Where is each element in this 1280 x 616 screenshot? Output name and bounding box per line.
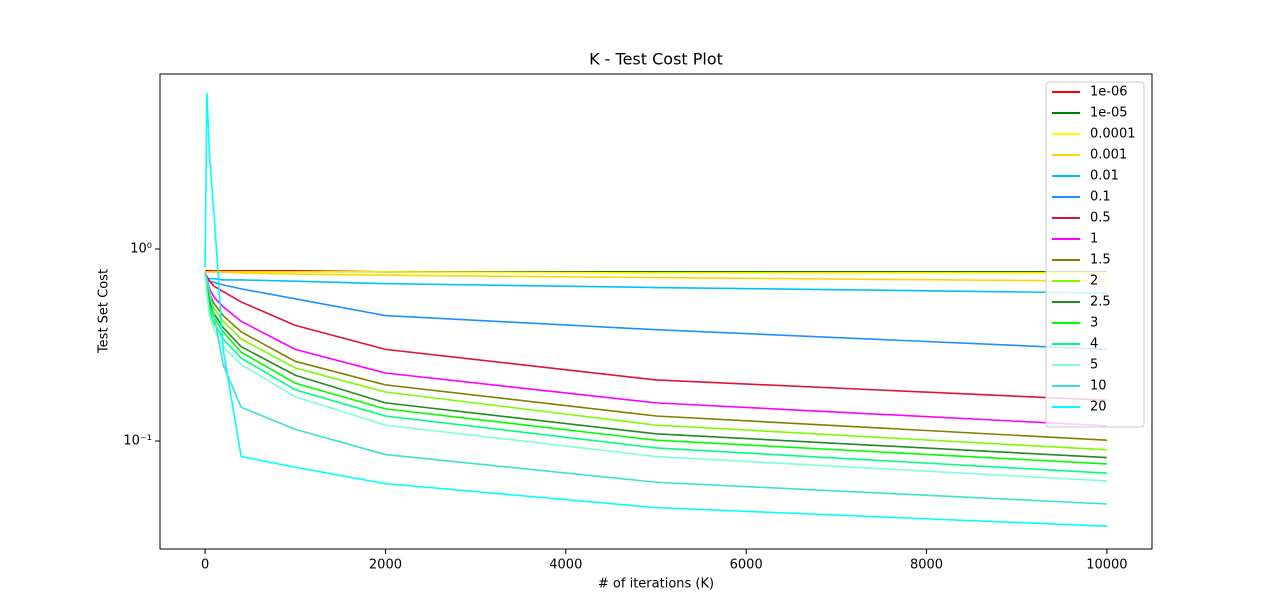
legend-label: 0.01 [1090, 169, 1119, 184]
legend-box [1045, 81, 1145, 428]
series-line [205, 271, 1107, 282]
legend-label: 10 [1090, 379, 1107, 394]
legend-label: 0.1 [1090, 190, 1111, 205]
series-line [204, 92, 1107, 528]
plot-area: 0 2000 4000 6000 8000 10000 10⁻¹ 10⁰ [123, 92, 1128, 573]
x-tick-label: 4000 [549, 558, 582, 573]
axes-frame [159, 73, 1153, 550]
series-line [204, 272, 1107, 441]
series-line [204, 272, 1107, 505]
legend-label: 0.5 [1090, 211, 1111, 226]
legend-label: 1 [1090, 232, 1098, 247]
chart-title: K - Test Cost Plot [589, 50, 723, 69]
legend-label: 20 [1090, 400, 1107, 415]
x-tick-label: 8000 [910, 558, 943, 573]
legend-label: 2 [1090, 274, 1098, 289]
legend-label: 1e-05 [1090, 106, 1128, 121]
legend-label: 5 [1090, 358, 1098, 373]
series-line [204, 272, 1107, 459]
y-tick-label: 10⁻¹ [123, 434, 152, 449]
x-tick-label: 10000 [1086, 558, 1127, 573]
legend-label: 0.001 [1090, 148, 1127, 163]
legend-label: 0.0001 [1090, 127, 1136, 142]
y-tick-label: 10⁰ [130, 241, 152, 256]
series-line [204, 275, 1107, 294]
series-line [204, 272, 1107, 482]
series-line [204, 272, 1107, 465]
legend-label: 3 [1090, 316, 1098, 331]
series-line [204, 272, 1107, 402]
x-tick-label: 2000 [369, 558, 402, 573]
y-axis-label: Test Set Cost [97, 269, 112, 354]
legend: 1e-06 1e-05 0.0001 0.001 0.01 0.1 0.5 1 1.5 2 2.5 3… [1045, 81, 1145, 428]
legend-label: 2.5 [1090, 295, 1111, 310]
legend-label: 4 [1090, 337, 1098, 352]
legend-label: 1e-06 [1090, 85, 1128, 100]
x-tick-label: 6000 [730, 558, 763, 573]
x-axis-label: # of iterations (K) [598, 577, 714, 592]
legend-label: 1.5 [1090, 253, 1111, 268]
x-tick-label: 0 [201, 558, 209, 573]
